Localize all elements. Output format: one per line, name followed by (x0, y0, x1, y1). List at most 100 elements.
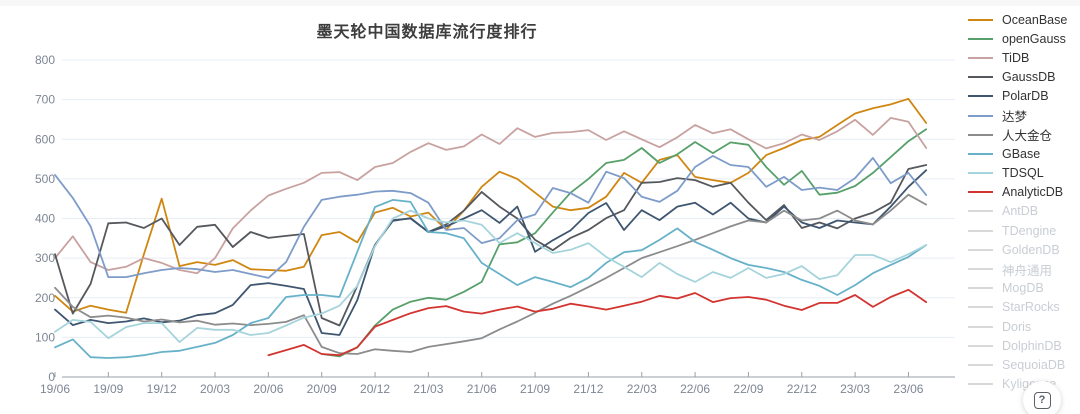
svg-text:22/12: 22/12 (787, 382, 817, 396)
svg-text:21/03: 21/03 (413, 382, 443, 396)
series-line-达梦 (54, 154, 928, 279)
legend-swatch (968, 287, 993, 290)
legend-item-AnalyticDB[interactable]: AnalyticDB (968, 183, 1078, 202)
legend-item-OceanBase[interactable]: OceanBase (968, 10, 1078, 29)
legend-label: OceanBase (1002, 12, 1068, 27)
legend-label: TDengine (1002, 223, 1057, 238)
legend-item-SequoiaDB[interactable]: SequoiaDB (968, 355, 1078, 374)
legend-label: GBase (1002, 146, 1041, 161)
legend-label: openGauss (1002, 31, 1066, 46)
legend: OceanBase openGauss TiDB GaussDB PolarDB 达梦人大… (968, 10, 1078, 394)
legend-item-GaussDB[interactable]: GaussDB (968, 68, 1078, 87)
series-line-AnalyticDB (267, 288, 928, 357)
series-line-GBase (54, 198, 928, 359)
legend-swatch (968, 306, 993, 309)
legend-swatch (968, 383, 993, 386)
legend-item-PolarDB[interactable]: PolarDB (968, 87, 1078, 106)
legend-swatch (968, 229, 993, 232)
svg-text:300: 300 (35, 251, 55, 265)
legend-label: GoldenDB (1002, 242, 1060, 257)
svg-text:23/06: 23/06 (893, 382, 923, 396)
svg-text:21/09: 21/09 (520, 382, 550, 396)
svg-text:22/06: 22/06 (680, 382, 710, 396)
legend-label: TDSQL (1002, 166, 1044, 181)
svg-text:22/09: 22/09 (733, 382, 763, 396)
svg-text:200: 200 (35, 291, 55, 305)
svg-text:800: 800 (35, 53, 55, 67)
legend-swatch (968, 344, 993, 347)
legend-swatch (968, 363, 993, 366)
svg-text:22/03: 22/03 (627, 382, 657, 396)
svg-text:21/06: 21/06 (467, 382, 497, 396)
legend-swatch (968, 325, 993, 328)
legend-label: MogDB (1002, 281, 1044, 296)
legend-swatch (968, 268, 993, 271)
legend-label: SequoiaDB (1002, 357, 1066, 372)
legend-item-TDengine[interactable]: TDengine (968, 221, 1078, 240)
legend-swatch (968, 95, 993, 98)
legend-swatch (968, 76, 993, 79)
legend-swatch (968, 172, 993, 175)
legend-label: 人大金仓 (1002, 129, 1053, 144)
legend-swatch (968, 37, 993, 40)
legend-label: Doris (1002, 319, 1032, 334)
legend-item-openGauss[interactable]: openGauss (968, 29, 1078, 48)
legend-swatch (968, 210, 993, 213)
legend-label: AnalyticDB (1002, 185, 1064, 200)
svg-text:100: 100 (35, 330, 55, 344)
question-icon: ? (1033, 391, 1051, 409)
svg-text:19/12: 19/12 (147, 382, 177, 396)
legend-label: TiDB (1002, 50, 1030, 65)
chart-title: 墨天轮中国数据库流行度排行 (316, 24, 538, 41)
legend-item-StarRocks[interactable]: StarRocks (968, 298, 1078, 317)
series-line-openGauss (320, 128, 928, 358)
svg-text:23/03: 23/03 (840, 382, 870, 396)
svg-text:21/12: 21/12 (573, 382, 603, 396)
legend-label: StarRocks (1002, 300, 1060, 315)
popularity-line-chart: 0 100 200 300 400 500 600 700 800 19/06 19/09 19/12… (35, 53, 955, 396)
legend-label: AntDB (1002, 204, 1039, 219)
help-button[interactable]: ? (1023, 381, 1061, 414)
legend-label: 达梦 (1002, 110, 1028, 125)
top-divider (0, 0, 1080, 6)
legend-item-MogDB[interactable]: MogDB (968, 279, 1078, 298)
svg-text:700: 700 (35, 93, 55, 107)
svg-text:600: 600 (35, 132, 55, 146)
legend-item-TDSQL[interactable]: TDSQL (968, 164, 1078, 183)
legend-swatch (968, 56, 993, 59)
series-line-TiDB (54, 117, 928, 275)
legend-swatch (968, 114, 993, 117)
legend-label: DolphinDB (1002, 338, 1062, 353)
legend-item-Doris[interactable]: Doris (968, 317, 1078, 336)
legend-swatch (968, 18, 993, 21)
svg-text:20/03: 20/03 (200, 382, 230, 396)
svg-text:20/09: 20/09 (307, 382, 337, 396)
legend-label: GaussDB (1002, 70, 1056, 85)
svg-text:0: 0 (48, 370, 55, 384)
legend-item-TiDB[interactable]: TiDB (968, 48, 1078, 67)
legend-swatch (968, 152, 993, 155)
svg-text:500: 500 (35, 172, 55, 186)
legend-item-GBase[interactable]: GBase (968, 144, 1078, 163)
legend-item-达梦[interactable]: 达梦 (968, 106, 1078, 125)
legend-item-神舟通用[interactable]: 神舟通用 (968, 259, 1078, 278)
legend-swatch (968, 191, 993, 194)
series-line-TDSQL (54, 209, 928, 344)
series-line-OceanBase (54, 97, 928, 314)
series-line-GaussDB (54, 164, 928, 327)
legend-swatch (968, 133, 993, 136)
svg-text:19/06: 19/06 (40, 382, 70, 396)
legend-item-AntDB[interactable]: AntDB (968, 202, 1078, 221)
legend-item-Kyligence[interactable]: Kyligence (968, 375, 1078, 394)
svg-text:400: 400 (35, 212, 55, 226)
legend-item-GoldenDB[interactable]: GoldenDB (968, 240, 1078, 259)
svg-text:20/12: 20/12 (360, 382, 390, 396)
legend-item-人大金仓[interactable]: 人大金仓 (968, 125, 1078, 144)
svg-text:19/09: 19/09 (93, 382, 123, 396)
legend-label: PolarDB (1002, 89, 1049, 104)
legend-label: 神舟通用 (1002, 263, 1053, 278)
legend-item-DolphinDB[interactable]: DolphinDB (968, 336, 1078, 355)
series-line-PolarDB (54, 169, 928, 336)
legend-swatch (968, 248, 993, 251)
